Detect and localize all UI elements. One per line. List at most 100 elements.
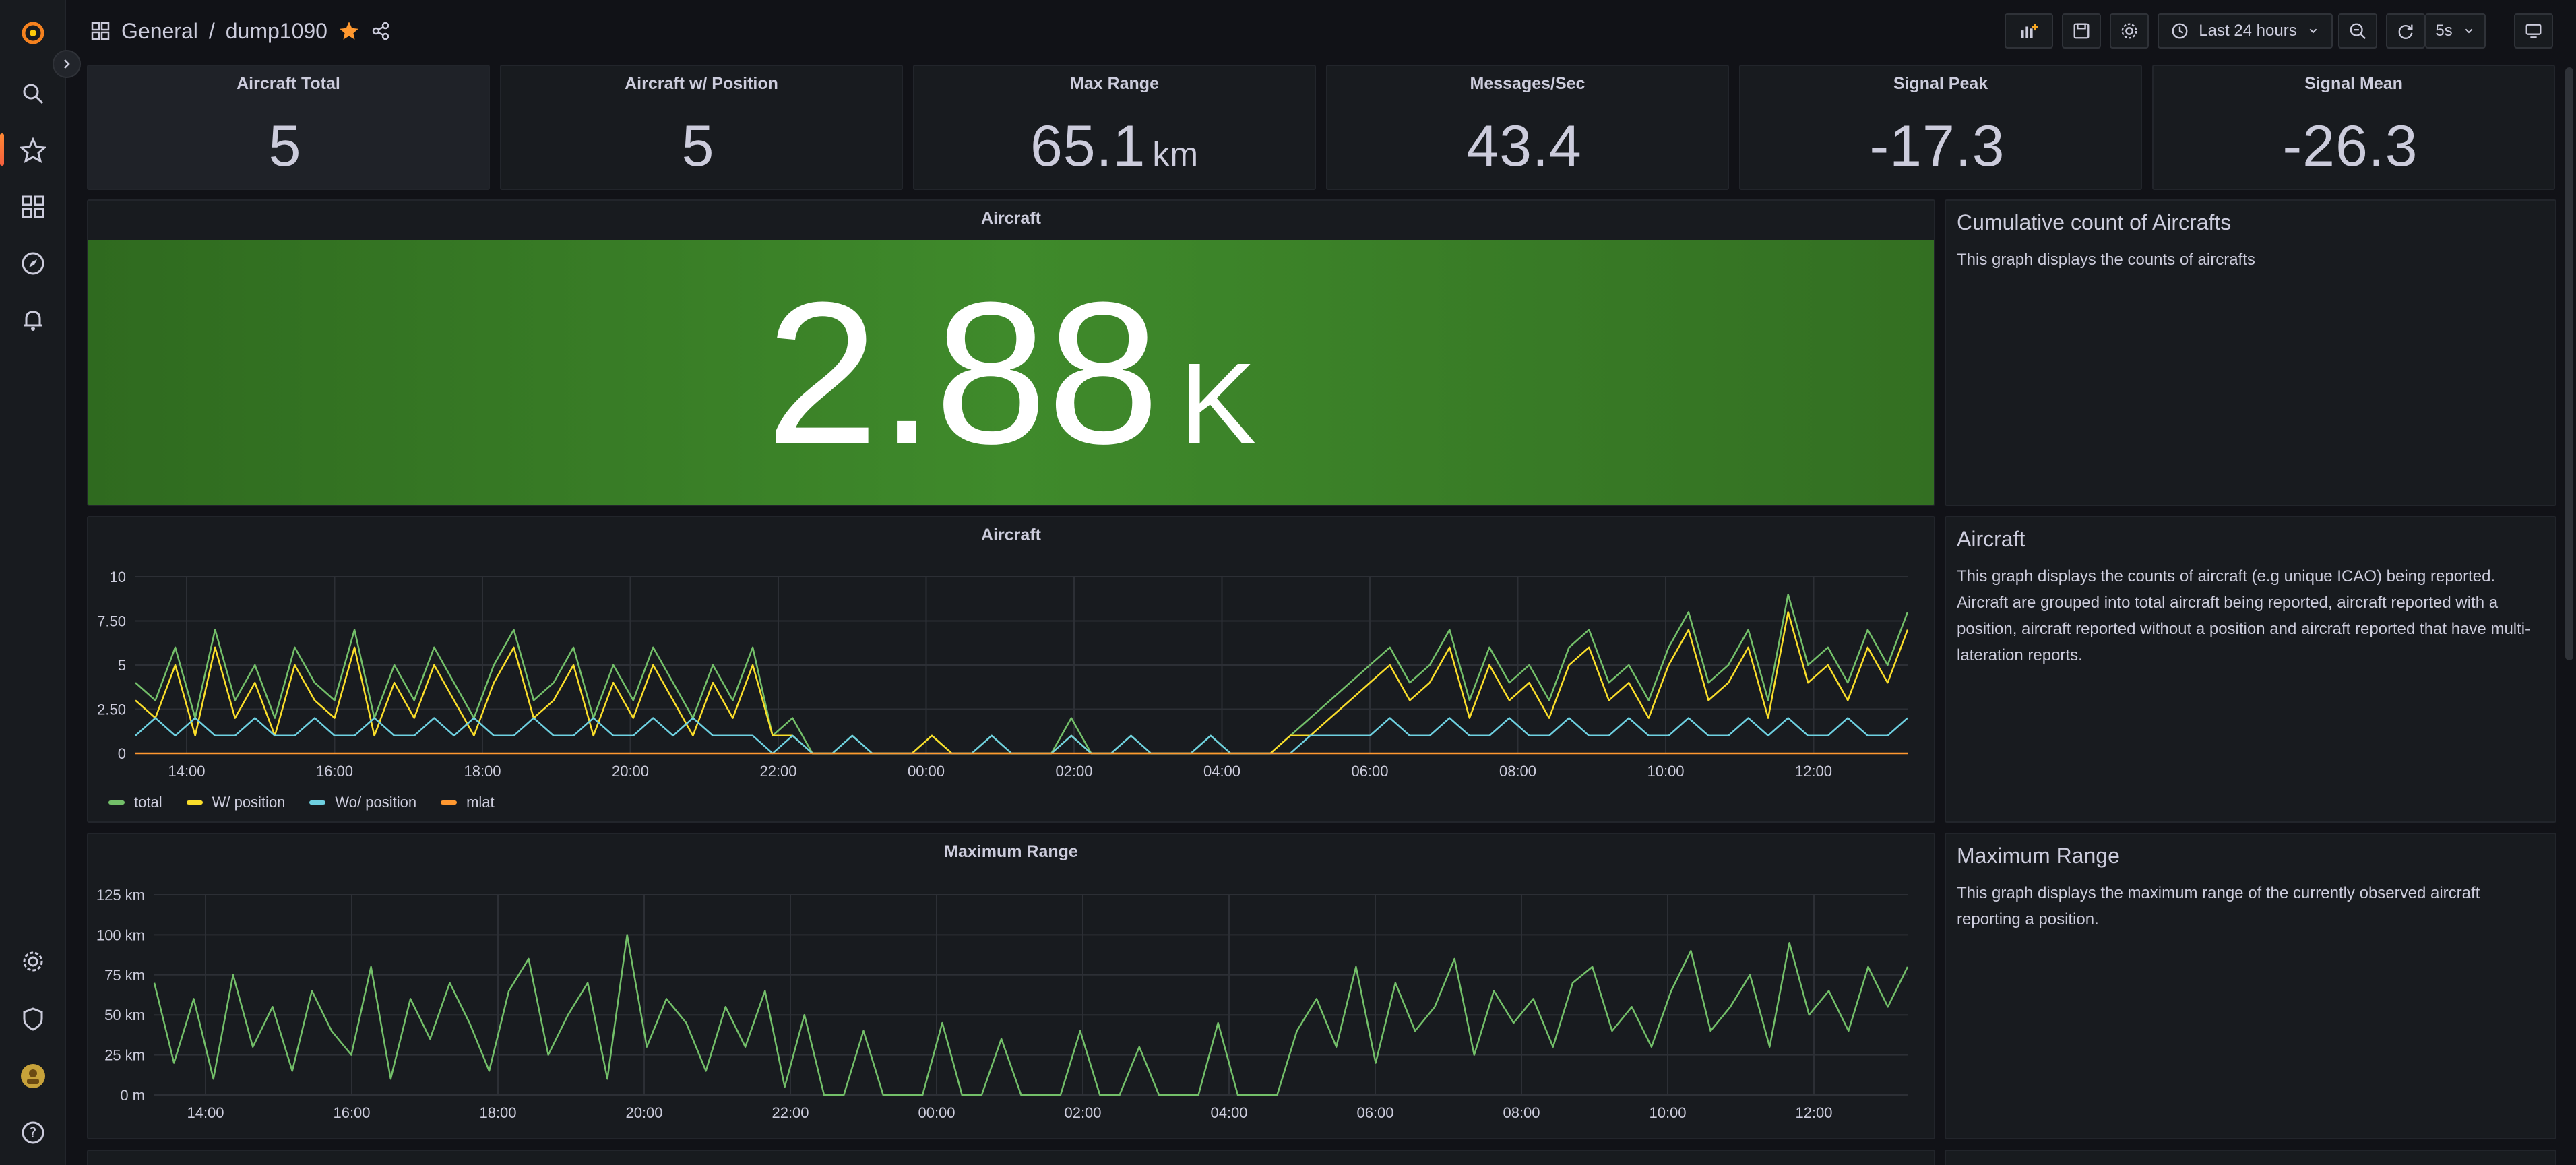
- stat-background: [88, 240, 1934, 505]
- legend-item-total[interactable]: total: [108, 794, 162, 811]
- stat-panel-signal-mean[interactable]: Signal Mean -26.3: [2152, 65, 2555, 190]
- stat-panel-messages-per-sec[interactable]: Messages/Sec 43.4: [1326, 65, 1729, 190]
- x-tick-label: 06:00: [1351, 763, 1388, 780]
- stat-panel-aircraft-with-position[interactable]: Aircraft w/ Position 5: [500, 65, 903, 190]
- time-range-label: Last 24 hours: [2199, 22, 2297, 40]
- share-icon[interactable]: [371, 21, 391, 41]
- dashboard-settings-button[interactable]: [2110, 13, 2149, 49]
- chevron-down-icon: [2465, 28, 2473, 34]
- legend-swatch: [441, 800, 458, 805]
- text-panel-body: This graph displays the maximum range of…: [1957, 884, 2480, 928]
- add-panel-icon: [2021, 24, 2038, 38]
- legend-item-with-position[interactable]: W/ position: [186, 794, 286, 811]
- panel-title: Aircraft: [981, 209, 1041, 228]
- x-tick-label: 20:00: [612, 763, 649, 780]
- panel-title: Aircraft: [981, 526, 1041, 544]
- star-icon[interactable]: [338, 20, 360, 42]
- y-tick-label: 50 km: [104, 1007, 145, 1024]
- legend-swatch: [108, 800, 125, 805]
- stat-panel-aircraft-total[interactable]: Aircraft Total 5: [87, 65, 490, 190]
- x-tick-label: 02:00: [1055, 763, 1092, 780]
- save-icon: [2073, 23, 2090, 39]
- add-panel-button[interactable]: [2005, 13, 2053, 49]
- timeseries-panel-aircraft[interactable]: Aircraft 0 2.50 5 7.50 10 14:00 16:00 18:00 20:0…: [87, 516, 1935, 823]
- x-tick-label: 12:00: [1795, 1104, 1832, 1121]
- legend-item-mlat[interactable]: mlat: [441, 794, 495, 811]
- series-line-w-position: [135, 611, 1909, 755]
- x-tick-label: 02:00: [1064, 1104, 1101, 1121]
- x-tick-label: 18:00: [464, 763, 501, 780]
- scrollbar[interactable]: [2565, 67, 2573, 660]
- series-line-wo-position: [135, 717, 1908, 755]
- text-panel-maximum-range: Maximum Range This graph displays the ma…: [1945, 833, 2556, 1139]
- breadcrumb-folder[interactable]: General: [121, 18, 198, 43]
- x-tick-label: 16:00: [333, 1104, 370, 1121]
- stat-panel-max-range[interactable]: Max Range 65.1 km: [913, 65, 1316, 190]
- sidebar: ?: [0, 0, 66, 1165]
- big-stat-value: 2.88 K: [765, 259, 1257, 486]
- sidebar-expand-button[interactable]: [53, 50, 81, 78]
- panel-title: Maximum Range: [944, 842, 1078, 861]
- y-tick-label: 7.50: [97, 613, 126, 630]
- explore-icon[interactable]: [16, 247, 50, 280]
- star-icon[interactable]: [16, 133, 50, 167]
- y-tick-label: 5: [118, 657, 126, 674]
- x-tick-label: 14:00: [168, 763, 205, 780]
- dashboards-icon[interactable]: [16, 190, 50, 224]
- stat-title: Aircraft w/ Position: [625, 74, 778, 93]
- search-icon[interactable]: [16, 77, 50, 111]
- x-tick-label: 06:00: [1356, 1104, 1393, 1121]
- maximum-range-chart[interactable]: 0 m 25 km 50 km 75 km 100 km 125 km 14:00 16:00…: [88, 834, 1937, 1141]
- y-tick-label: 10: [110, 569, 126, 586]
- breadcrumb-separator: /: [208, 18, 215, 43]
- stat-value: 5: [681, 114, 715, 179]
- clock-icon: [2172, 23, 2188, 39]
- y-tick-label: 25 km: [104, 1047, 145, 1064]
- big-stat-panel-aircraft[interactable]: Aircraft 2.88 K: [87, 199, 1935, 506]
- refresh-icon: [2398, 24, 2413, 39]
- series-line-range: [153, 934, 1909, 1096]
- stat-value: -26.3: [2282, 114, 2418, 179]
- y-tick-label: 2.50: [97, 701, 126, 718]
- grafana-logo-icon[interactable]: [16, 16, 50, 50]
- aircraft-chart[interactable]: 0 2.50 5 7.50 10 14:00 16:00 18:00 20:00 22:00 00:…: [88, 517, 1937, 824]
- save-dashboard-button[interactable]: [2062, 13, 2101, 49]
- dashboard-title[interactable]: dump1090: [225, 18, 327, 43]
- legend-item-without-position[interactable]: Wo/ position: [309, 794, 416, 811]
- x-tick-label: 16:00: [316, 763, 353, 780]
- time-range-picker[interactable]: Last 24 hours: [2158, 13, 2333, 49]
- stat-panel-signal-peak[interactable]: Signal Peak -17.3: [1739, 65, 2142, 190]
- y-tick-label: 0: [118, 745, 126, 762]
- topbar: General / dump1090 Last 24 hours 5s: [66, 0, 2576, 62]
- legend-label: W/ position: [212, 794, 286, 811]
- gear-icon[interactable]: [16, 945, 50, 978]
- stat-value: -17.3: [1869, 114, 2005, 179]
- dashboards-icon: [91, 22, 110, 40]
- zoom-out-icon: [2350, 23, 2366, 40]
- shield-icon[interactable]: [16, 1002, 50, 1036]
- refresh-interval-label: 5s: [2435, 22, 2453, 40]
- help-icon[interactable]: ?: [16, 1116, 50, 1150]
- next-panel-partial: [87, 1150, 1935, 1165]
- next-text-panel-partial: [1945, 1150, 2556, 1165]
- tv-mode-button[interactable]: [2514, 13, 2553, 49]
- timeseries-panel-maximum-range[interactable]: Maximum Range 0 m 25 km 50 km 75 km 100 km 12…: [87, 833, 1935, 1139]
- y-tick-label: 0 m: [120, 1087, 145, 1104]
- text-panel-cumulative: Cumulative count of Aircrafts This graph…: [1945, 199, 2556, 506]
- zoom-out-button[interactable]: [2338, 13, 2377, 49]
- text-panel-aircraft: Aircraft This graph displays the counts …: [1945, 516, 2556, 823]
- refresh-interval-picker[interactable]: 5s: [2425, 13, 2486, 49]
- text-panel-body: This graph displays the counts of aircra…: [1957, 251, 2255, 269]
- stat-title: Messages/Sec: [1470, 74, 1585, 93]
- text-panel-title: Cumulative count of Aircrafts: [1957, 210, 2232, 234]
- active-indicator: [0, 133, 4, 166]
- stat-title: Aircraft Total: [237, 74, 340, 93]
- avatar[interactable]: [16, 1059, 50, 1093]
- stat-value: 5: [268, 114, 302, 179]
- alert-bell-icon[interactable]: [16, 303, 50, 337]
- x-tick-label: 10:00: [1647, 763, 1684, 780]
- x-tick-label: 22:00: [759, 763, 796, 780]
- refresh-button[interactable]: [2386, 13, 2425, 49]
- stat-title: Signal Mean: [2304, 74, 2403, 93]
- x-tick-label: 08:00: [1503, 1104, 1540, 1121]
